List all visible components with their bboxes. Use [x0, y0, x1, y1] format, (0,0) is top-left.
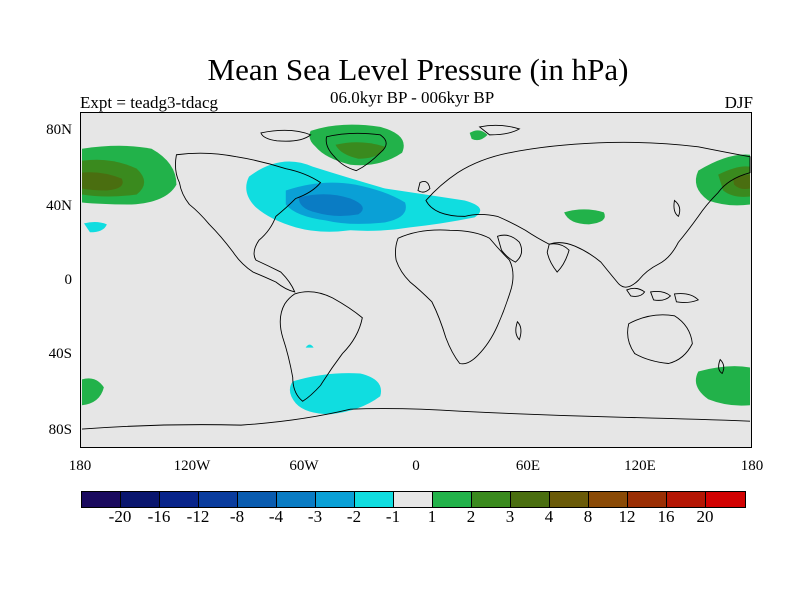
- colorbar-tick-label: -20: [108, 507, 132, 526]
- colorbar-swatch: [238, 492, 277, 507]
- anomaly-fills: [82, 124, 750, 415]
- contour-pacific-sw-neg: [83, 222, 107, 233]
- map-plot: [81, 124, 751, 430]
- colorbar-tick-label: 1: [427, 507, 437, 526]
- period-label: 06.0kyr BP - 006kyr BP: [330, 88, 495, 107]
- colorbar-swatch: [355, 492, 394, 507]
- colorbar-swatch: [511, 492, 550, 507]
- colorbar-tick-label: -12: [186, 507, 210, 526]
- colorbar-swatch: [550, 492, 589, 507]
- lat-tick-80n: 80N: [46, 122, 72, 138]
- lat-tick-40n: 40N: [46, 198, 72, 214]
- colorbar-tick-label: -2: [346, 507, 362, 526]
- colorbar-swatch: [706, 492, 745, 507]
- map-panel: [80, 112, 752, 448]
- lat-tick-40s: 40S: [48, 346, 72, 362]
- colorbar-swatch: [160, 492, 199, 507]
- lon-tick-60w: 60W: [289, 458, 319, 474]
- colorbar-tick-label: 20: [696, 507, 714, 526]
- lon-tick-180-right: 180: [740, 458, 764, 474]
- colorbar-swatch: [433, 492, 472, 507]
- contour-n-pacific-east-pos3: [733, 174, 750, 190]
- colorbar-tick-label: 2: [466, 507, 476, 526]
- contour-south-atlantic-neg2: [305, 344, 314, 348]
- colorbar-swatch: [667, 492, 706, 507]
- colorbar-tick-label: 8: [583, 507, 593, 526]
- colorbar: [81, 491, 746, 508]
- colorbar-tick-label: 3: [505, 507, 515, 526]
- map-title: Mean Sea Level Pressure (in hPa): [207, 52, 629, 87]
- contour-s-pacific-east-pos: [695, 366, 750, 406]
- contour-n-pacific-west-pos3: [82, 172, 123, 191]
- colorbar-swatch: [199, 492, 238, 507]
- colorbar-tick-label: 12: [618, 507, 636, 526]
- contour-south-atlantic-neg1: [289, 373, 382, 415]
- colorbar-tick-label: -3: [307, 507, 323, 526]
- coastlines: [81, 124, 751, 430]
- colorbar-swatch: [277, 492, 316, 507]
- lon-tick-60e: 60E: [515, 458, 541, 474]
- contour-greenland-pos2: [335, 142, 386, 159]
- lon-tick-180-left: 180: [68, 458, 92, 474]
- colorbar-tick-label: -1: [385, 507, 401, 526]
- colorbar-tick-label: 4: [544, 507, 554, 526]
- contour-asia-pos: [564, 209, 605, 225]
- colorbar-tick-label: -16: [147, 507, 171, 526]
- colorbar-swatch: [589, 492, 628, 507]
- colorbar-swatch: [121, 492, 160, 507]
- colorbar-swatch: [394, 492, 433, 507]
- lon-tick-120e: 120E: [624, 458, 656, 474]
- colorbar-swatch: [316, 492, 355, 507]
- contour-s-pacific-west-pos: [82, 378, 104, 406]
- colorbar-swatch: [82, 492, 121, 507]
- season-label: DJF: [724, 93, 753, 112]
- contour-n-atlantic-neg3: [298, 194, 363, 216]
- colorbar-swatch: [628, 492, 667, 507]
- lon-tick-0: 0: [412, 458, 420, 474]
- colorbar-swatch: [472, 492, 511, 507]
- lat-tick-80s: 80S: [48, 422, 72, 438]
- lon-tick-120w: 120W: [173, 458, 211, 474]
- colorbar-tick-label: 16: [657, 507, 675, 526]
- experiment-label: Expt = teadg3-tdacg: [80, 93, 218, 112]
- colorbar-tick-label: -8: [229, 507, 245, 526]
- contour-arctic-pos: [469, 130, 488, 141]
- lat-tick-0: 0: [64, 272, 73, 288]
- colorbar-tick-label: -4: [268, 507, 284, 526]
